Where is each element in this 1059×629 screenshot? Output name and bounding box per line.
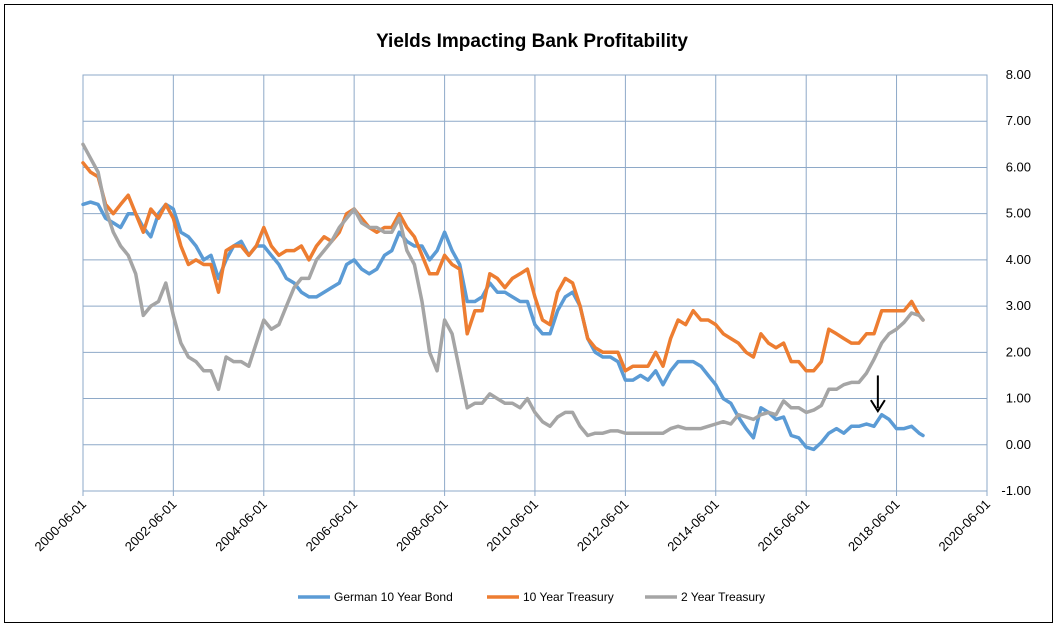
y-tick-label: 6.00 xyxy=(1006,159,1031,174)
y-tick-label: 5.00 xyxy=(1006,206,1031,221)
legend-label-3: 2 Year Treasury xyxy=(681,590,765,604)
y-tick-label: 8.00 xyxy=(1006,67,1031,82)
x-tick-label: 2014-06-01 xyxy=(664,497,722,555)
series-line-1 xyxy=(81,200,925,452)
down-arrow-icon xyxy=(870,399,886,413)
series-line-2 xyxy=(81,161,925,373)
y-tick-label: 7.00 xyxy=(1006,113,1031,128)
x-tick-label: 2000-06-01 xyxy=(31,497,89,555)
x-tick-label: 2018-06-01 xyxy=(845,497,903,555)
x-tick-label: 2020-06-01 xyxy=(935,497,993,555)
legend-label-1: German 10 Year Bond xyxy=(334,590,453,604)
y-tick-label: 2.00 xyxy=(1006,344,1031,359)
chart-title: Yields Impacting Bank Profitability xyxy=(376,31,688,52)
y-tick-label: 4.00 xyxy=(1006,252,1031,267)
legend-label-2: 10 Year Treasury xyxy=(523,590,614,604)
chart-frame xyxy=(4,4,1053,623)
y-tick-label: 1.00 xyxy=(1006,391,1031,406)
legend: German 10 Year Bond 10 Year Treasury 2 Yea… xyxy=(298,590,765,604)
x-tick-label: 2004-06-01 xyxy=(212,497,270,555)
y-tick-label: -1.00 xyxy=(1001,483,1031,498)
x-tick-label: 2002-06-01 xyxy=(122,497,180,555)
x-tick-label: 2012-06-01 xyxy=(574,497,632,555)
x-tick-label: 2006-06-01 xyxy=(303,497,361,555)
x-tick-label: 2008-06-01 xyxy=(393,497,451,555)
plot-border xyxy=(82,74,988,492)
plot-area: 8.00 7.00 6.00 5.00 4.00 3.00 2.00 1.00 0.00 -1.0… xyxy=(31,67,1031,554)
y-tick-label: 3.00 xyxy=(1006,298,1031,313)
series-line-3 xyxy=(81,142,925,438)
y-tick-label: 0.00 xyxy=(1006,437,1031,452)
x-tick-label: 2016-06-01 xyxy=(755,497,813,555)
x-tick-label: 2010-06-01 xyxy=(483,497,541,555)
